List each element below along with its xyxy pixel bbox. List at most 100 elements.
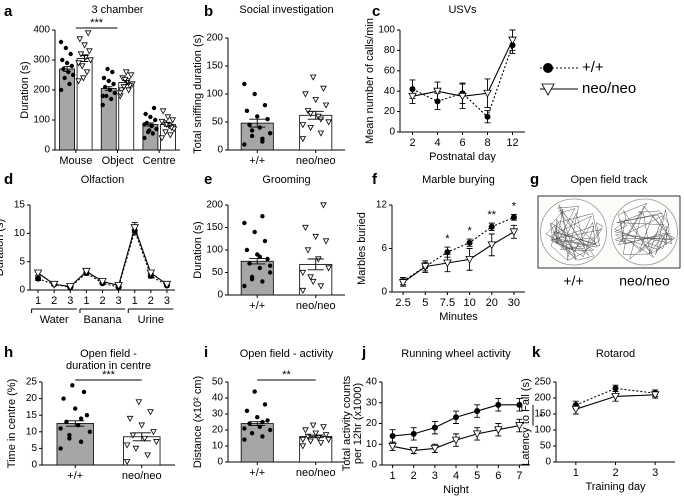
marker [247, 421, 252, 426]
panel-letter: j [361, 344, 366, 361]
marker [317, 283, 325, 290]
arena [540, 198, 607, 266]
marker [147, 128, 152, 133]
marker [126, 415, 134, 422]
marker [77, 51, 85, 58]
y-tick-label: 20 [366, 418, 378, 429]
marker [252, 91, 257, 97]
marker [320, 85, 327, 92]
marker [249, 133, 255, 139]
marker [167, 132, 174, 139]
marker [242, 142, 247, 147]
x-tick-label: neo/neo [296, 155, 336, 167]
x-tick-label: 1 [132, 295, 138, 307]
marker [66, 283, 75, 292]
y-tick-label: 20 [384, 106, 396, 117]
marker [150, 131, 156, 136]
y-axis-label: Duration (s) [0, 219, 6, 276]
marker [125, 87, 132, 94]
marker [257, 125, 263, 130]
marker [255, 114, 260, 119]
group-bracket [127, 308, 174, 313]
x-tick-label: neo/neo [296, 467, 336, 479]
marker [487, 241, 497, 250]
marker [242, 81, 247, 87]
marker [466, 239, 473, 246]
series-line [402, 216, 515, 282]
y-axis-label: Duration (s) [192, 221, 204, 278]
marker [68, 51, 73, 57]
marker [63, 45, 69, 51]
error-bar [80, 55, 89, 62]
panel-title: Open field - [80, 348, 137, 360]
marker [433, 87, 442, 96]
marker [260, 279, 265, 284]
error-bar [307, 258, 324, 271]
y-tick-label: 0 [44, 145, 50, 156]
y-tick-label: 0 [217, 145, 223, 156]
marker [118, 87, 125, 94]
marker [543, 63, 553, 73]
marker [299, 122, 307, 129]
marker [242, 426, 247, 431]
marker [87, 429, 93, 434]
marker [105, 66, 110, 72]
marker [267, 427, 273, 433]
marker [244, 247, 250, 253]
marker [60, 57, 65, 63]
marker [317, 440, 325, 447]
y-tick-label: 40 [212, 393, 224, 404]
y-axis-label: Latency to Fall (s) [520, 378, 532, 465]
x-tick-label: 2 [612, 467, 618, 479]
sig-label: *** [90, 17, 104, 29]
marker [162, 129, 169, 136]
y-axis-label: Total activity counts [341, 375, 353, 471]
marker [249, 431, 255, 436]
marker [142, 135, 147, 141]
marker [135, 399, 143, 406]
x-tick-label: 6 [495, 470, 501, 482]
marker [510, 214, 517, 221]
marker [78, 63, 86, 70]
y-tick-label: 200 [206, 200, 223, 211]
y-tick-label: 10 [26, 426, 38, 437]
x-tick-label: neo/neo [122, 470, 162, 482]
x-tick-label: 3 [652, 467, 658, 479]
marker [267, 270, 273, 275]
marker [309, 278, 317, 285]
marker [247, 122, 252, 128]
sig-label: * [512, 200, 517, 212]
marker [122, 69, 130, 76]
marker [148, 114, 153, 120]
series-line [575, 387, 656, 406]
panel-title: Rotarod [596, 348, 635, 360]
y-tick-label: 30 [366, 397, 378, 408]
error-bar [249, 258, 266, 265]
y-tick-label: 300 [33, 55, 50, 66]
panel-letter: a [4, 3, 13, 20]
marker [260, 139, 265, 144]
marker [252, 389, 257, 394]
y-tick-label: 0 [545, 457, 551, 468]
marker [64, 60, 70, 66]
arena [611, 198, 678, 266]
y-axis-label: Duration (s) [19, 61, 31, 118]
y-tick-label: 50 [212, 117, 224, 128]
marker [443, 259, 452, 268]
marker [82, 267, 91, 276]
y-tick-label: 250 [534, 377, 551, 388]
x-tick-label: +/+ [249, 300, 265, 312]
marker [325, 437, 332, 444]
marker [244, 408, 250, 413]
marker [78, 416, 84, 421]
marker [104, 93, 109, 99]
group-bracket [79, 308, 126, 313]
x-tick-label: 1 [390, 470, 396, 482]
marker [408, 92, 417, 101]
marker [322, 238, 330, 245]
y-tick-label: 50 [540, 441, 552, 452]
x-tick-label: 3 [164, 295, 170, 307]
y-tick-label: 12 [376, 200, 388, 211]
marker [111, 81, 116, 87]
marker [388, 442, 397, 451]
